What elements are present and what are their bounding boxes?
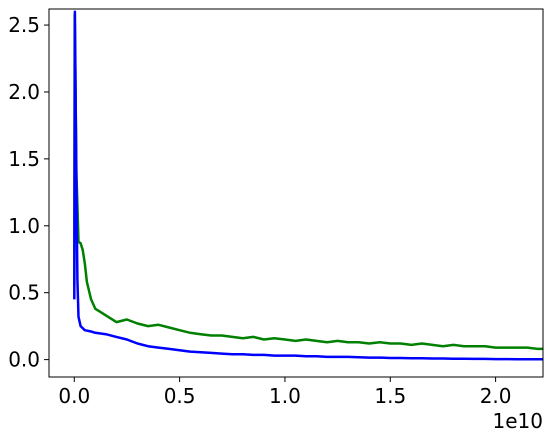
y-tick-label: 0.5 — [8, 281, 40, 305]
x-tick-label: 1.5 — [374, 384, 406, 408]
y-axis: 0.0 0.5 1.0 1.5 2.0 2.5 — [8, 13, 49, 372]
x-tick-label: 0.5 — [164, 384, 196, 408]
x-axis-offset-text: 1e10 — [493, 409, 543, 433]
y-tick-label: 1.5 — [8, 147, 40, 171]
plot-area — [73, 10, 543, 361]
series-line-0 — [73, 13, 543, 351]
x-axis: 0.0 0.5 1.0 1.5 2.0 — [58, 377, 512, 408]
axes-frame — [48, 8, 544, 378]
y-tick-label: 1.0 — [8, 214, 40, 238]
series-line-1 — [73, 10, 543, 361]
y-tick-label: 2.5 — [8, 13, 40, 37]
y-tick-label: 0.0 — [8, 348, 40, 372]
x-tick-label: 0.0 — [58, 384, 90, 408]
x-tick-label: 1.0 — [269, 384, 301, 408]
y-tick-label: 2.0 — [8, 80, 40, 104]
x-tick-label: 2.0 — [480, 384, 512, 408]
